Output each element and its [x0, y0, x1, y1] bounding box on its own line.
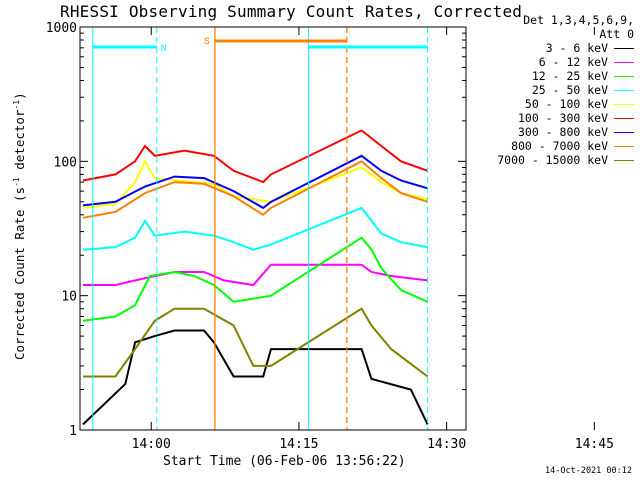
series-line-6: [82, 154, 428, 210]
legend-entry-label: 6 - 12 keV: [538, 55, 608, 69]
legend-swatch: [614, 117, 634, 119]
legend-entry-label: 12 - 25 keV: [531, 69, 608, 83]
legend-swatch: [614, 145, 634, 147]
legend-entry-label: 100 - 300 keV: [517, 111, 608, 125]
y-tick-label: 100: [54, 155, 77, 170]
y-tick-label: 1000: [46, 21, 77, 36]
saa-label: S: [204, 37, 210, 48]
legend: Det 1,3,4,5,6,9, Att 0 3 - 6 keV 6 - 12 k…: [484, 13, 634, 167]
series-line-0: [82, 329, 429, 426]
legend-swatch: [614, 103, 634, 105]
legend-entry-label: 7000 - 15000 keV: [497, 153, 608, 167]
legend-swatch: [614, 61, 634, 63]
legend-entry-label: 300 - 800 keV: [517, 125, 608, 139]
legend-entry: 50 - 100 keV: [484, 97, 634, 111]
legend-entry: 12 - 25 keV: [484, 69, 634, 83]
series-line-3: [82, 206, 428, 251]
legend-entry: 7000 - 15000 keV: [484, 153, 634, 167]
legend-swatch: [614, 47, 634, 49]
series-line-8: [83, 307, 429, 378]
legend-entry: 800 - 7000 keV: [484, 139, 634, 153]
legend-entry: 3 - 6 keV: [484, 41, 634, 55]
x-axis-label: Start Time (06-Feb-06 13:56:22): [163, 454, 406, 469]
legend-swatch: [614, 159, 634, 161]
x-tick-label: 14:30: [427, 437, 466, 452]
legend-entry: 300 - 800 keV: [484, 125, 634, 139]
y-axis-label: Corrected Count Rate (s-1 detector-1): [12, 92, 28, 360]
series-line-4: [82, 159, 428, 209]
legend-entry-label: 25 - 50 keV: [531, 83, 608, 97]
legend-entry: 100 - 300 keV: [484, 111, 634, 125]
series-line-1: [83, 263, 428, 287]
footer-timestamp: 14-Oct-2021 00:12: [545, 466, 632, 476]
legend-swatch: [614, 75, 634, 77]
legend-swatch: [614, 131, 634, 133]
series-line-7: [82, 160, 428, 219]
plot-frame: [79, 26, 467, 431]
x-tick-label: 14:45: [575, 437, 614, 452]
x-tick-label: 14:15: [279, 437, 318, 452]
legend-entry-label: 3 - 6 keV: [545, 41, 608, 55]
legend-entry-label: 800 - 7000 keV: [511, 139, 608, 153]
legend-entry-label: 50 - 100 keV: [524, 97, 608, 111]
legend-swatch: [614, 89, 634, 91]
series-line-5: [82, 129, 428, 184]
legend-entry: 6 - 12 keV: [484, 55, 634, 69]
night-label: N: [161, 44, 167, 55]
legend-header-line2: Att 0: [599, 27, 634, 41]
chart-title: RHESSI Observing Summary Count Rates, Co…: [60, 2, 523, 21]
y-tick-label: 1: [69, 424, 77, 439]
series-line-2: [82, 236, 429, 322]
x-tick-label: 14:00: [132, 437, 171, 452]
legend-header-line1: Det 1,3,4,5,6,9,: [523, 13, 634, 27]
legend-entry: 25 - 50 keV: [484, 83, 634, 97]
y-tick-label: 10: [61, 290, 77, 305]
